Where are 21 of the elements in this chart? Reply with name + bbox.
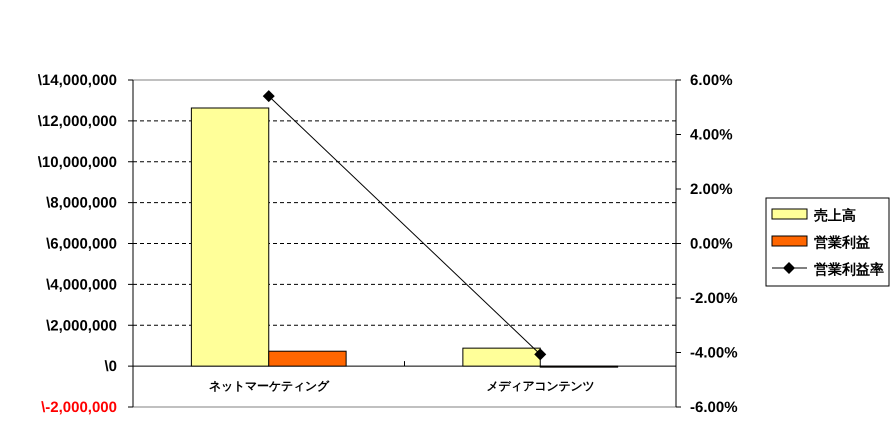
- y-tick-label: \2,000,000: [46, 317, 117, 334]
- x-tick-label: メディアコンテンツ: [486, 379, 594, 394]
- y-tick-label: \8,000,000: [46, 194, 117, 212]
- y-tick-label: \4,000,000: [46, 276, 117, 294]
- y-tick-label: \12,000,000: [38, 112, 117, 130]
- y-tick-label: \6,000,000: [46, 236, 117, 252]
- legend-label: 営業利益率: [814, 261, 884, 277]
- y2-tick-label: 4.00%: [690, 126, 733, 144]
- y2-tick-label: 2.00%: [690, 181, 733, 198]
- y-tick-label: \14,000,000: [38, 72, 117, 89]
- y2-tick-label: -2.00%: [690, 290, 738, 307]
- legend-label: 営業利益: [814, 234, 870, 250]
- y2-tick-label: -6.00%: [690, 399, 738, 416]
- y2-tick-label: 6.00%: [690, 72, 733, 89]
- y2-tick-label: -4.00%: [690, 344, 738, 362]
- legend-label: 売上高: [814, 207, 856, 223]
- y-tick-label: \0: [104, 358, 117, 376]
- y-tick-label: \10,000,000: [38, 154, 117, 171]
- y-tick-label: \-2,000,000: [41, 399, 117, 416]
- y2-tick-label: 0.00%: [690, 236, 733, 252]
- x-tick-label: ネットマーケティング: [208, 379, 330, 394]
